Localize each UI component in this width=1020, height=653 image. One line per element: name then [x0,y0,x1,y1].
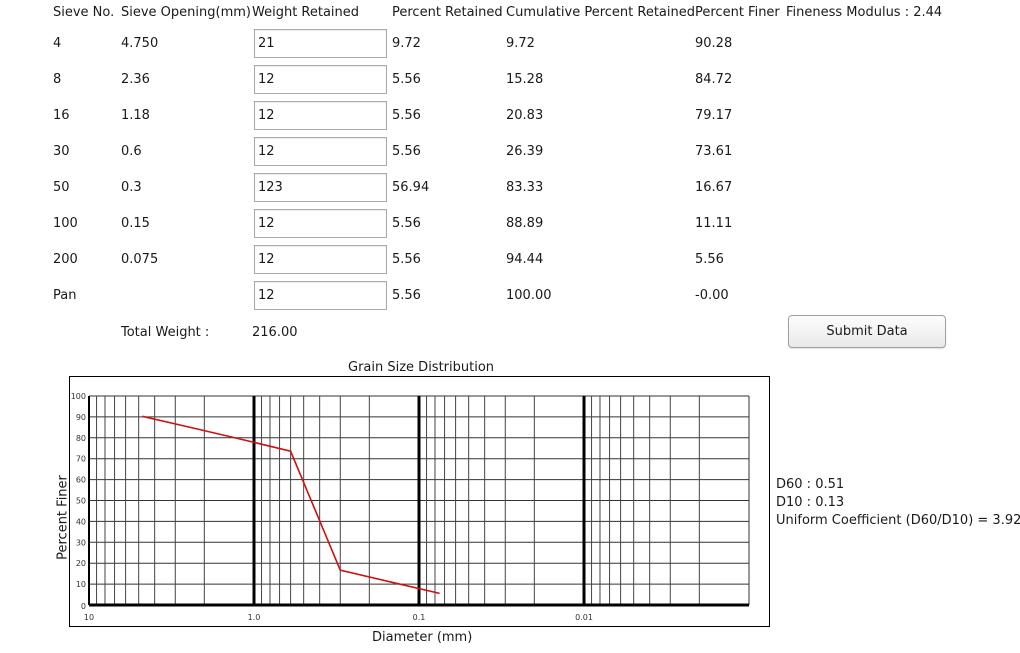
x-tick-label: 0.1 [413,613,426,622]
percent-finer: 11.11 [695,216,733,231]
sieve-number: 8 [53,72,62,87]
percent-retained: 5.56 [392,252,421,267]
y-tick-label: 30 [76,538,86,547]
sieve-opening: 0.075 [121,252,159,267]
cumulative-percent-retained: 26.39 [506,144,544,159]
sieve-number: 16 [53,108,70,123]
fineness-modulus: Fineness Modulus : 2.44 [786,5,943,20]
cumulative-percent-retained: 88.89 [506,216,544,231]
sieve-opening: 0.6 [121,144,142,159]
y-tick-label: 80 [76,434,86,443]
header-cumulative-percent-retained: Cumulative Percent Retained [506,5,695,20]
percent-finer: 73.61 [695,144,733,159]
y-tick-label: 90 [76,413,86,422]
weight-retained-input[interactable] [254,209,387,238]
x-axis-label: Diameter (mm) [372,630,473,645]
sieve-opening: 2.36 [121,72,150,87]
percent-retained: 5.56 [392,72,421,87]
x-tick-label: 1.0 [248,613,261,622]
total-weight-value: 216.00 [252,325,298,340]
chart-frame [69,376,770,627]
percent-retained: 9.72 [392,36,421,51]
weight-retained-input[interactable] [254,173,387,202]
submit-data-button[interactable]: Submit Data [788,315,946,348]
y-tick-label: 40 [76,517,86,526]
d60-result: D60 : 0.51 [776,477,845,492]
header-percent-retained: Percent Retained [392,5,503,20]
weight-retained-input[interactable] [254,29,387,58]
percent-finer: 90.28 [695,36,733,51]
header-sieve-opening: Sieve Opening(mm) [121,5,251,20]
sieve-opening: 1.18 [121,108,150,123]
percent-retained: 56.94 [392,180,430,195]
x-tick-label: 10 [84,613,94,622]
cumulative-percent-retained: 20.83 [506,108,544,123]
sieve-number: 100 [53,216,78,231]
percent-finer: 5.56 [695,252,724,267]
y-tick-label: 100 [71,392,86,401]
x-tick-label: 0.01 [575,613,593,622]
sieve-number: 30 [53,144,70,159]
total-weight-label: Total Weight : [121,325,210,340]
percent-retained: 5.56 [392,144,421,159]
weight-retained-input[interactable] [254,245,387,274]
percent-retained: 5.56 [392,108,421,123]
y-tick-label: 60 [76,476,86,485]
sieve-number: Pan [53,288,77,303]
percent-retained: 5.56 [392,288,421,303]
y-tick-label: 50 [76,497,86,506]
weight-retained-input[interactable] [254,65,387,94]
y-axis-label: Percent Finer [55,475,71,560]
uniform-coefficient-result: Uniform Coefficient (D60/D10) = 3.92 [776,513,1020,528]
d10-result: D10 : 0.13 [776,495,845,510]
sieve-opening: 0.15 [121,216,150,231]
percent-finer: 16.67 [695,180,733,195]
cumulative-percent-retained: 9.72 [506,36,535,51]
sieve-number: 4 [53,36,62,51]
y-tick-label: 70 [76,455,86,464]
cumulative-percent-retained: 15.28 [506,72,544,87]
cumulative-percent-retained: 100.00 [506,288,552,303]
header-sieve-no: Sieve No. [53,5,115,20]
weight-retained-input[interactable] [254,281,387,310]
weight-retained-input[interactable] [254,101,387,130]
weight-retained-input[interactable] [254,137,387,166]
sieve-opening: 0.3 [121,180,142,195]
y-tick-label: 20 [76,559,86,568]
percent-finer: -0.00 [695,288,729,303]
chart-title: Grain Size Distribution [348,360,495,375]
cumulative-percent-retained: 94.44 [506,252,544,267]
y-tick-label: 10 [76,580,86,589]
percent-finer: 79.17 [695,108,733,123]
sieve-number: 200 [53,252,78,267]
sieve-number: 50 [53,180,70,195]
y-tick-label: 0 [81,602,86,611]
percent-retained: 5.56 [392,216,421,231]
header-weight-retained: Weight Retained [252,5,360,20]
cumulative-percent-retained: 83.33 [506,180,544,195]
sieve-opening: 4.750 [121,36,159,51]
percent-finer: 84.72 [695,72,733,87]
header-percent-finer: Percent Finer [695,5,780,20]
